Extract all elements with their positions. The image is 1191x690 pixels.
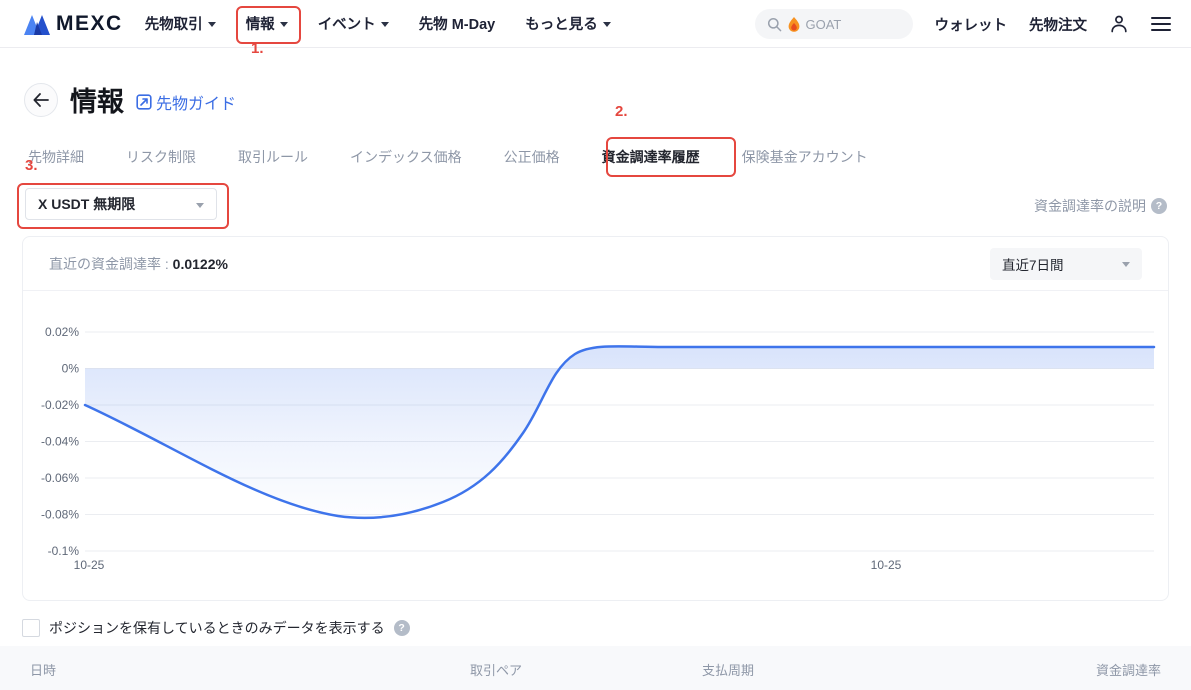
main-nav: 先物取引 情報 イベント 先物 M-Day もっと見る bbox=[145, 13, 611, 34]
latest-funding-rate-value: 0.0122% bbox=[172, 255, 228, 272]
question-mark-icon: ? bbox=[393, 620, 410, 636]
chevron-down-icon bbox=[1122, 262, 1130, 267]
tab-insurance-fund[interactable]: 保険基金アカウント bbox=[741, 149, 868, 165]
nav-item-futures-mday[interactable]: 先物 M-Day bbox=[418, 17, 496, 33]
topbar-right: GOAT ウォレット 先物注文 bbox=[754, 0, 1171, 48]
chevron-down-icon bbox=[602, 22, 611, 27]
svg-text:-0.08%: -0.08% bbox=[41, 508, 79, 522]
funding-rate-chart[interactable]: 0.02% 0% -0.02% -0.04% -0.06% -0.08% -0.… bbox=[23, 237, 1168, 600]
nav-item-more[interactable]: もっと見る bbox=[525, 13, 611, 34]
svg-text:-0.02%: -0.02% bbox=[41, 398, 79, 412]
svg-text:10-25: 10-25 bbox=[871, 558, 902, 572]
funding-rate-help-label: 資金調達率の説明 bbox=[1034, 198, 1146, 214]
funding-rate-line bbox=[83, 345, 1156, 520]
chevron-down-icon bbox=[196, 202, 204, 208]
show-only-position-checkbox[interactable] bbox=[22, 619, 40, 637]
info-tabs: 先物詳細 リスク制限 取引ルール インデックス価格 公正価格 資金調達率履歴 保… bbox=[28, 147, 868, 167]
time-range-value: 直近7日間 bbox=[1002, 257, 1064, 273]
tab-futures-details[interactable]: 先物詳細 bbox=[28, 149, 84, 165]
search-query-text: GOAT bbox=[805, 16, 842, 32]
chevron-down-icon bbox=[207, 22, 216, 27]
brand-wordmark: MEXC bbox=[56, 11, 123, 35]
position-filter-row: ポジションを保有しているときのみデータを表示する ? bbox=[22, 618, 410, 638]
guide-icon bbox=[136, 93, 152, 110]
search-icon bbox=[767, 17, 781, 31]
latest-funding-rate: 直近の資金調達率 : 0.0122% bbox=[49, 254, 228, 274]
svg-text:-0.04%: -0.04% bbox=[41, 435, 79, 449]
contract-pair-value: X USDT 無期限 bbox=[38, 196, 136, 212]
back-button[interactable] bbox=[24, 82, 58, 117]
nav-item-events[interactable]: イベント bbox=[318, 13, 389, 34]
back-arrow-icon bbox=[33, 92, 49, 107]
futures-guide-link[interactable]: 先物ガイド bbox=[136, 90, 236, 114]
tab-funding-rate-history[interactable]: 資金調達率履歴 bbox=[601, 149, 700, 165]
svg-text:0%: 0% bbox=[62, 362, 80, 376]
funding-rate-area bbox=[85, 346, 1154, 518]
page-title: 情報 bbox=[70, 87, 124, 117]
person-icon bbox=[1111, 15, 1127, 33]
funding-history-table-header: 日時 取引ペア 支払周期 資金調達率 bbox=[0, 646, 1191, 690]
svg-text:-0.06%: -0.06% bbox=[41, 471, 79, 485]
mexc-logo-icon bbox=[24, 14, 50, 35]
time-range-select[interactable]: 直近7日間 bbox=[990, 247, 1142, 280]
hamburger-menu-icon bbox=[1151, 17, 1171, 31]
tab-index-price[interactable]: インデックス価格 bbox=[350, 149, 462, 165]
tab-trading-rules[interactable]: 取引ルール bbox=[238, 149, 308, 165]
chevron-down-icon bbox=[279, 22, 288, 27]
col-header-settlement-period: 支払周期 bbox=[702, 662, 755, 678]
svg-text:0.02%: 0.02% bbox=[45, 325, 79, 339]
search-box[interactable]: GOAT bbox=[754, 9, 913, 39]
tab-risk-limit[interactable]: リスク制限 bbox=[126, 149, 196, 165]
wallet-link[interactable]: ウォレット bbox=[934, 17, 1008, 34]
page-header: 情報 先物ガイド bbox=[24, 80, 236, 119]
hot-flame-icon bbox=[788, 16, 799, 32]
svg-text:-0.1%: -0.1% bbox=[48, 544, 80, 558]
funding-rate-help-link[interactable]: 資金調達率の説明 ? bbox=[1034, 196, 1167, 216]
col-header-datetime: 日時 bbox=[30, 662, 57, 678]
chart-card-header: 直近の資金調達率 : 0.0122% 直近7日間 bbox=[23, 237, 1168, 291]
question-mark-icon: ? bbox=[1151, 198, 1167, 214]
contract-pair-select[interactable]: X USDT 無期限 bbox=[25, 188, 217, 220]
show-only-position-label: ポジションを保有しているときのみデータを表示する bbox=[49, 620, 385, 636]
chart-x-axis: 10-25 10-25 bbox=[74, 558, 902, 572]
mexc-logo[interactable]: MEXC bbox=[24, 12, 123, 36]
account-button[interactable] bbox=[1109, 14, 1129, 34]
latest-funding-rate-label: 直近の資金調達率 : bbox=[49, 255, 173, 272]
top-navigation-bar: MEXC 先物取引 情報 イベント 先物 M-Day もっと見る bbox=[0, 0, 1191, 48]
chart-y-axis: 0.02% 0% -0.02% -0.04% -0.06% -0.08% -0.… bbox=[41, 325, 79, 558]
col-header-funding-rate: 資金調達率 bbox=[1095, 662, 1161, 678]
annotation-step2-label: 2. bbox=[615, 103, 628, 120]
chevron-down-icon bbox=[380, 22, 389, 27]
funding-rate-chart-card: 直近の資金調達率 : 0.0122% 直近7日間 bbox=[22, 236, 1169, 601]
futures-guide-label: 先物ガイド bbox=[156, 95, 237, 113]
col-header-pair: 取引ペア bbox=[470, 662, 523, 678]
menu-button[interactable] bbox=[1151, 16, 1171, 32]
nav-item-futures-trading[interactable]: 先物取引 bbox=[145, 13, 216, 34]
tab-fair-price[interactable]: 公正価格 bbox=[503, 149, 560, 165]
futures-orders-link[interactable]: 先物注文 bbox=[1029, 17, 1087, 34]
svg-text:10-25: 10-25 bbox=[74, 558, 105, 572]
nav-item-information[interactable]: 情報 bbox=[246, 13, 288, 34]
